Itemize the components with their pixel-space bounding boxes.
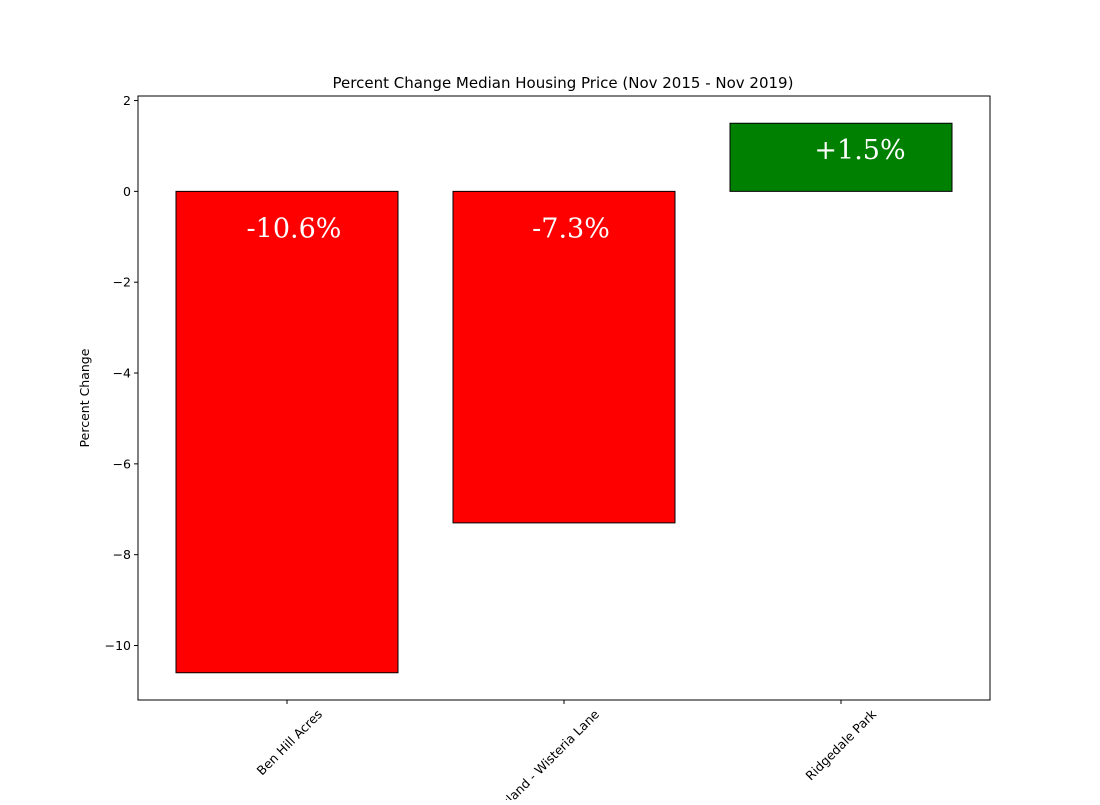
chart-title: Percent Change Median Housing Price (Nov… xyxy=(333,74,794,92)
x-tick-label: Oakland - Wisteria Lane xyxy=(486,706,602,800)
bar-labels-layer: -10.6% -7.3% +1.5% xyxy=(247,135,906,244)
bar-2 xyxy=(729,122,953,192)
x-tick-label: Ben Hill Acres xyxy=(254,707,326,779)
y-axis: 2 0 −2 −4 −6 −8 −10 xyxy=(105,93,138,653)
y-tick-label: 0 xyxy=(123,184,131,199)
bar-value-label-2: +1.5% xyxy=(814,135,905,166)
y-tick-label: −6 xyxy=(113,456,131,471)
x-tick-label: Ridgedale Park xyxy=(802,706,879,783)
y-tick-label: 2 xyxy=(123,93,131,108)
y-tick-label: −10 xyxy=(105,638,131,653)
bar-1 xyxy=(452,190,676,524)
y-tick-label: −4 xyxy=(113,366,131,381)
bar-value-label-1: -7.3% xyxy=(532,213,610,244)
bar-value-label-0: -10.6% xyxy=(247,213,342,244)
y-axis-label: Percent Change xyxy=(77,348,92,447)
bars-layer xyxy=(175,122,953,674)
x-axis: Ben Hill Acres Oakland - Wisteria Lane Rid… xyxy=(254,700,880,805)
bar-0 xyxy=(175,190,399,674)
y-tick-label: −8 xyxy=(113,547,131,562)
y-tick-label: −2 xyxy=(113,275,131,290)
